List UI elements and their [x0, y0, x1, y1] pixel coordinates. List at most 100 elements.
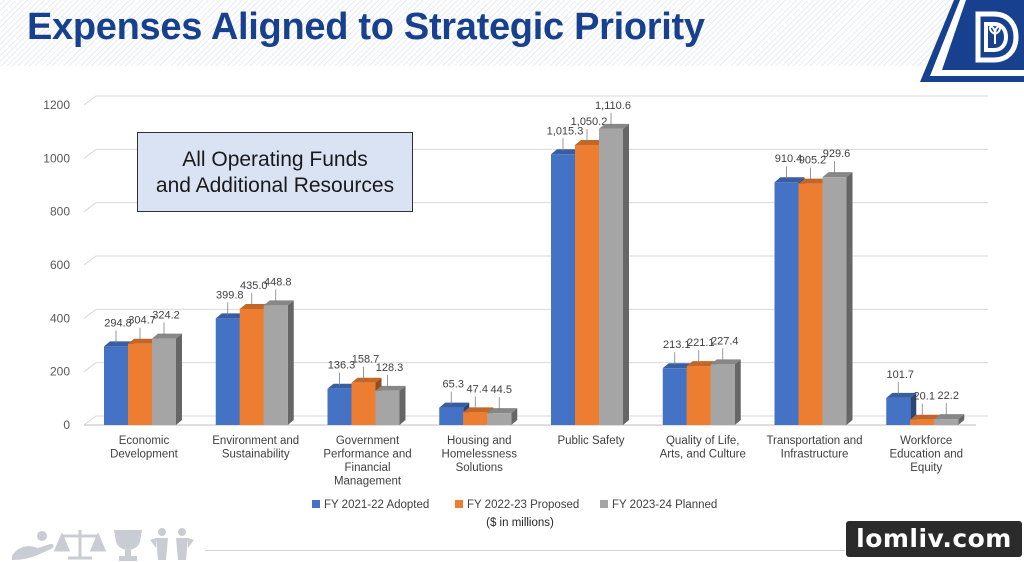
- footer-icons: [12, 528, 194, 561]
- data-label: 20.1: [914, 391, 935, 403]
- bar: [128, 343, 152, 425]
- bar: [439, 407, 464, 425]
- category-label: Infrastructure: [781, 449, 849, 461]
- bar-top: [375, 385, 406, 391]
- bar-top: [686, 361, 717, 367]
- bar-side: [287, 300, 294, 425]
- category-label: Housing and: [447, 435, 512, 447]
- y-tick-label: 1200: [43, 98, 70, 112]
- data-label: 158.7: [352, 354, 380, 366]
- data-label: 101.7: [886, 369, 914, 381]
- bar: [686, 366, 711, 425]
- category-label: Equity: [910, 462, 942, 474]
- category-label: Arts, and Culture: [660, 449, 746, 461]
- bar: [375, 390, 400, 425]
- bar-side: [734, 359, 741, 425]
- data-label: 324.2: [152, 310, 180, 322]
- bar-top: [215, 313, 246, 319]
- data-label: 435.0: [240, 280, 268, 292]
- gridline: [83, 202, 988, 213]
- units-note: ($ in millions): [486, 517, 554, 529]
- data-label: 1,110.6: [595, 100, 631, 112]
- legend-swatch: [600, 500, 608, 508]
- watermark: lomliv.com: [846, 521, 1022, 557]
- bar-top: [439, 402, 470, 408]
- data-label: 399.8: [216, 289, 244, 301]
- bar: [934, 419, 959, 425]
- category-label: Public Safety: [557, 435, 624, 447]
- bar-top: [774, 177, 805, 183]
- data-label: 929.6: [823, 148, 851, 160]
- bar-side: [511, 408, 518, 425]
- header-band: Expenses Aligned to Strategic Priority: [0, 0, 1024, 66]
- city-logo-icon: [920, 0, 1024, 82]
- bar-top: [351, 377, 382, 383]
- callout-line-1: All Operating Funds: [182, 148, 368, 171]
- trophy-icon: [114, 530, 142, 561]
- bar: [327, 388, 352, 425]
- gridline: [83, 255, 988, 266]
- people-icon: [150, 528, 194, 560]
- bar: [774, 182, 799, 425]
- callout-box: All Operating Funds and Additional Resou…: [137, 132, 413, 212]
- bar: [487, 413, 512, 425]
- category-label: Economic: [119, 435, 170, 447]
- bar: [798, 183, 823, 425]
- bar: [886, 397, 911, 425]
- hand-icon: [12, 531, 54, 560]
- bar: [239, 309, 264, 425]
- bar-top: [128, 338, 158, 344]
- y-tick-label: 800: [50, 205, 70, 219]
- gridline: [83, 148, 988, 159]
- bar-top: [487, 408, 518, 414]
- bar-side: [176, 333, 182, 425]
- category-label: Performance and: [323, 449, 411, 461]
- bar: [599, 128, 623, 425]
- bar-top: [575, 139, 605, 145]
- bar: [351, 382, 376, 425]
- bar-side: [958, 414, 965, 425]
- bar-top: [599, 123, 629, 129]
- bar-top: [662, 363, 693, 369]
- y-tick-label: 200: [50, 365, 70, 379]
- scales-icon: [53, 530, 107, 560]
- data-label: 227.4: [711, 335, 739, 347]
- bar-top: [910, 414, 941, 420]
- bar: [575, 144, 599, 426]
- data-label: 1,050.2: [571, 116, 608, 128]
- y-tick-label: 600: [50, 258, 70, 272]
- legend-swatch: [455, 500, 463, 508]
- page-title: Expenses Aligned to Strategic Priority: [27, 6, 705, 48]
- legend-swatch: [312, 500, 320, 508]
- category-label: Solutions: [456, 462, 504, 474]
- bar-side: [399, 385, 406, 425]
- bar-side: [623, 123, 629, 425]
- callout-line-2: and Additional Resources: [155, 174, 395, 197]
- bar: [710, 364, 735, 425]
- bar-top: [104, 341, 134, 347]
- data-label: 213.1: [663, 339, 691, 351]
- bar: [662, 368, 687, 425]
- category-label: Homelessness: [442, 449, 518, 461]
- category-label: Government: [336, 435, 400, 447]
- category-label: Environment and: [212, 435, 299, 447]
- bar-top: [934, 414, 965, 420]
- bar-side: [846, 172, 853, 425]
- category-label: Development: [110, 449, 179, 461]
- bar: [152, 338, 176, 425]
- bar: [215, 318, 240, 425]
- category-label: Financial: [344, 462, 390, 474]
- legend-label: FY 2022-23 Proposed: [467, 499, 579, 511]
- bar-top: [327, 383, 358, 389]
- bar-top: [463, 407, 494, 413]
- data-label: 65.3: [443, 379, 464, 391]
- gridline: [83, 362, 988, 373]
- data-label: 221.1: [687, 337, 715, 349]
- y-tick-label: 1000: [43, 151, 70, 165]
- bar: [822, 177, 847, 425]
- category-label: Quality of Life,: [666, 435, 740, 447]
- footer-divider: [205, 550, 845, 551]
- gridline: [83, 95, 988, 106]
- data-label: 128.3: [376, 362, 404, 374]
